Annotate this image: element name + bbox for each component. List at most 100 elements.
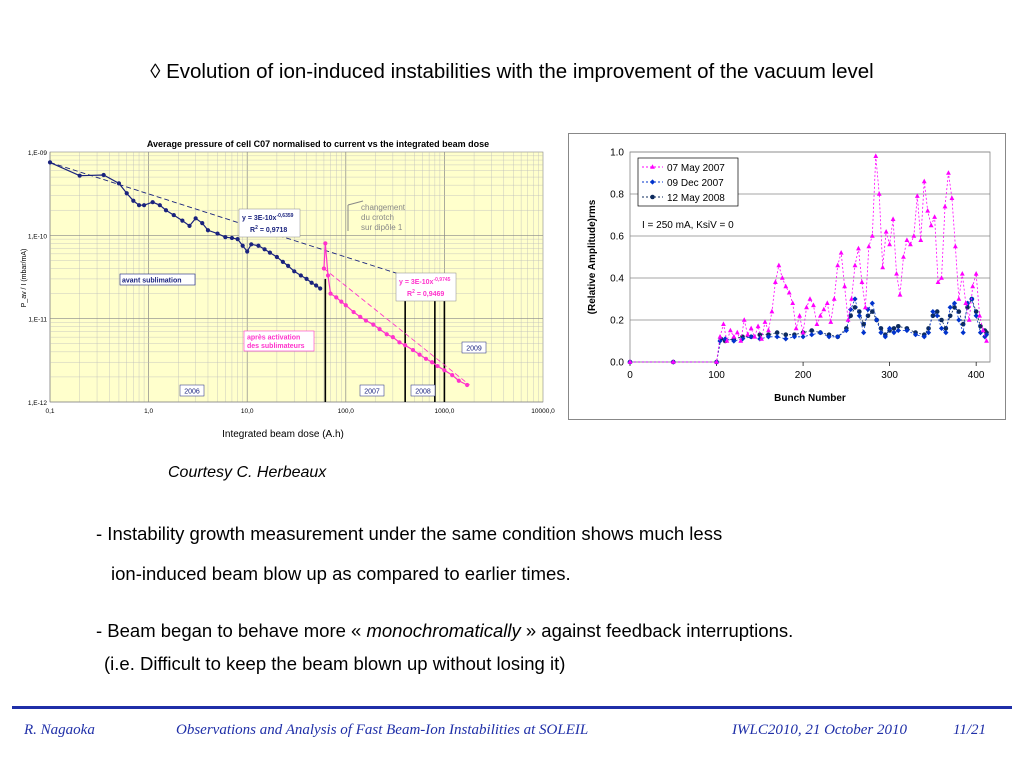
left-data-point bbox=[205, 228, 211, 233]
footer-author: R. Nagaoka bbox=[24, 722, 95, 738]
left-data-point bbox=[435, 363, 440, 369]
right-data-point bbox=[774, 330, 780, 335]
right-y-axis-label: (Relative Amplitude)rms bbox=[587, 199, 598, 314]
left-data-point bbox=[267, 250, 273, 255]
right-data-point bbox=[904, 327, 910, 334]
footer-page-number: 11/21 bbox=[953, 722, 987, 738]
right-data-point bbox=[897, 292, 903, 297]
right-data-point bbox=[765, 334, 772, 340]
amplitude-vs-bunch-chart: 0.0 0.2 0.4 0.6 0.8 1.0 0 100 200 300 400 (Relativ… bbox=[568, 133, 1006, 420]
right-data-point bbox=[845, 317, 851, 322]
left-data-point bbox=[249, 242, 254, 247]
right-data-point bbox=[912, 332, 919, 338]
right-data-point bbox=[835, 262, 841, 268]
legend-swatch-marker bbox=[650, 164, 655, 169]
bullet-2-prefix: - Beam began to behave more « bbox=[96, 620, 362, 641]
right-data-point bbox=[943, 330, 949, 336]
left-y-axis-label: P_av / I (mbar/mA) bbox=[21, 249, 28, 308]
fit-box-1: y = 3E-10x-0,6359 R2 = 0,9718 bbox=[238, 208, 301, 238]
right-data-point bbox=[887, 325, 893, 331]
left-data-point bbox=[323, 241, 328, 246]
right-data-point bbox=[821, 306, 827, 312]
left-data-point bbox=[371, 322, 376, 327]
legend-entry-2: 12 May 2008 bbox=[667, 193, 725, 204]
left-data-point bbox=[136, 203, 142, 208]
left-axis-tick-labels: 0,1 1,0 10,0 100,0 1000,0 10000,0 1,E-12 1,E-11… bbox=[28, 150, 555, 415]
left-data-point bbox=[321, 266, 327, 271]
right-data-point bbox=[911, 233, 917, 238]
right-data-point bbox=[724, 338, 730, 343]
left-data-point bbox=[163, 208, 169, 213]
right-data-point bbox=[970, 283, 976, 289]
right-data-point bbox=[895, 324, 901, 329]
left-data-point bbox=[229, 235, 235, 241]
fit-2-r2: = 0,9469 bbox=[417, 291, 445, 298]
right-data-point bbox=[759, 336, 764, 341]
left-data-point bbox=[116, 181, 122, 186]
right-data-point bbox=[824, 300, 830, 305]
annotation-apres-activation: après activation des sublimateurs bbox=[243, 330, 315, 352]
left-data-point bbox=[240, 243, 245, 248]
left-data-point bbox=[450, 373, 455, 378]
right-data-point bbox=[786, 289, 792, 295]
svg-text:2006: 2006 bbox=[184, 389, 200, 396]
left-data-point bbox=[377, 326, 382, 332]
pressure-vs-dose-chart: Average pressure of cell C07 normalised … bbox=[21, 139, 555, 440]
right-data-point bbox=[861, 330, 867, 336]
right-data-point bbox=[843, 327, 849, 334]
right-data-point bbox=[670, 359, 676, 364]
left-data-point bbox=[442, 368, 447, 373]
right-data-point bbox=[934, 313, 940, 319]
right-y-tick-label: 0.8 bbox=[610, 190, 624, 201]
right-data-point bbox=[807, 296, 813, 301]
right-data-point bbox=[852, 296, 858, 302]
left-fit-lines bbox=[49, 161, 470, 386]
left-fit-line bbox=[323, 268, 470, 386]
right-data-point bbox=[874, 317, 880, 323]
left-x-axis-label: Integrated beam dose (A.h) bbox=[222, 429, 344, 440]
right-data-point bbox=[907, 241, 913, 247]
right-data-point bbox=[714, 359, 719, 364]
footer-event: IWLC2010, 21 October 2010 bbox=[732, 722, 907, 738]
right-data-point bbox=[963, 300, 969, 305]
left-data-point bbox=[456, 378, 461, 383]
right-data-point bbox=[804, 304, 809, 310]
annotation-line-3: sur dipôle 1 bbox=[361, 223, 403, 232]
right-data-point bbox=[956, 317, 962, 323]
annotation-avant-sublimation: avant sublimation bbox=[119, 273, 196, 286]
right-data-point bbox=[800, 329, 806, 335]
right-y-tick-label: 0.6 bbox=[610, 232, 624, 243]
right-y-tick-label: 0.0 bbox=[610, 358, 624, 369]
right-data-point bbox=[797, 313, 803, 318]
legend-entry-0: 07 May 2007 bbox=[667, 163, 725, 174]
right-data-point bbox=[883, 229, 889, 234]
left-data-point bbox=[47, 160, 53, 165]
right-data-point bbox=[921, 178, 927, 184]
left-y-tick-label: 1,E-10 bbox=[28, 233, 48, 240]
left-data-point bbox=[292, 269, 297, 274]
right-data-point bbox=[811, 302, 816, 308]
left-x-tick-label: 1000,0 bbox=[434, 408, 454, 415]
annotation-line-2: du crotch bbox=[361, 213, 394, 222]
right-data-point bbox=[901, 254, 906, 259]
right-data-point bbox=[861, 321, 866, 327]
right-data-point bbox=[859, 279, 865, 284]
left-data-point bbox=[304, 276, 309, 282]
left-data-point bbox=[124, 191, 129, 196]
right-data-point bbox=[721, 321, 726, 326]
right-data-point bbox=[935, 279, 941, 284]
annotation-before-text: avant sublimation bbox=[122, 278, 182, 285]
right-data-point bbox=[977, 313, 983, 318]
right-data-point bbox=[835, 334, 841, 340]
right-data-point bbox=[731, 338, 737, 344]
right-data-point bbox=[856, 245, 861, 251]
right-data-point bbox=[946, 170, 951, 175]
bullet-1-line-2: ion-induced beam blow up as compared to … bbox=[111, 563, 571, 584]
right-data-point bbox=[734, 329, 740, 335]
bullet-2-emphasis: monochromatically bbox=[366, 620, 521, 641]
left-y-tick-label: 1,E-11 bbox=[28, 317, 47, 324]
bullet-2-line-1: - Beam began to behave more « monochroma… bbox=[96, 620, 793, 642]
right-data-point bbox=[869, 300, 875, 306]
annotation-after-line-1: après activation bbox=[247, 335, 300, 342]
fit-1-r2: = 0,9718 bbox=[260, 227, 288, 234]
